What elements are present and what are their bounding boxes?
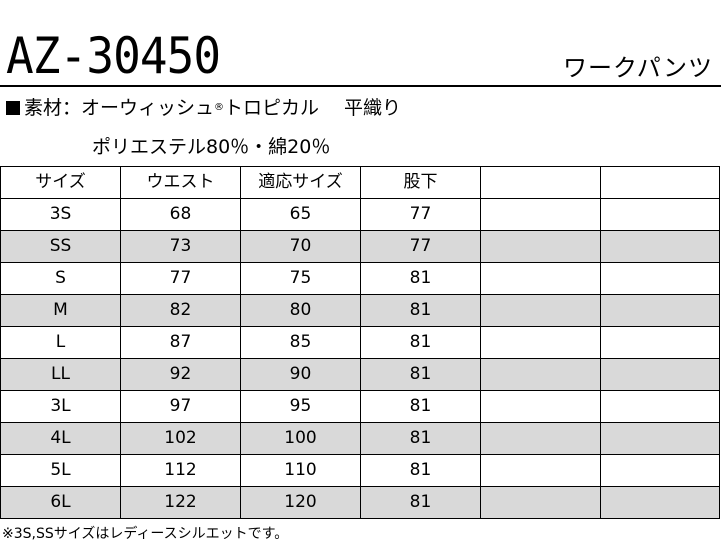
empty-cell (480, 230, 601, 263)
header-size: サイズ (0, 166, 121, 199)
inseam-cell: 81 (360, 326, 481, 359)
header-empty (600, 166, 720, 199)
fit-size-cell: 75 (240, 262, 361, 295)
inseam-cell: 81 (360, 358, 481, 391)
table-row: L 87 85 81 (0, 326, 720, 359)
empty-cell (600, 454, 720, 487)
inseam-cell: 81 (360, 390, 481, 423)
empty-cell (480, 326, 601, 359)
size-table: サイズ ウエスト 適応サイズ 股下 3S 68 65 77 SS 73 70 77 S 77 75 8… (0, 166, 720, 519)
fit-size-cell: 90 (240, 358, 361, 391)
waist-cell: 73 (120, 230, 241, 263)
empty-cell (600, 358, 720, 391)
waist-cell: 102 (120, 422, 241, 455)
size-cell: LL (0, 358, 121, 391)
material-label: 素材：オーウィッシュ (24, 97, 215, 119)
size-cell: S (0, 262, 121, 295)
empty-cell (480, 454, 601, 487)
fit-size-cell: 70 (240, 230, 361, 263)
empty-cell (480, 358, 601, 391)
table-row: 6L 122 120 81 (0, 486, 720, 519)
empty-cell (600, 262, 720, 295)
bullet-square-icon (6, 101, 20, 115)
empty-cell (480, 486, 601, 519)
inseam-cell: 81 (360, 262, 481, 295)
inseam-cell: 81 (360, 486, 481, 519)
inseam-cell: 77 (360, 230, 481, 263)
waist-cell: 122 (120, 486, 241, 519)
waist-cell: 97 (120, 390, 241, 423)
empty-cell (600, 390, 720, 423)
empty-cell (480, 198, 601, 231)
table-row: M 82 80 81 (0, 294, 720, 327)
header-fit-size: 適応サイズ (240, 166, 361, 199)
inseam-cell: 81 (360, 422, 481, 455)
fit-size-cell: 80 (240, 294, 361, 327)
empty-cell (600, 486, 720, 519)
size-cell: 4L (0, 422, 121, 455)
empty-cell (600, 230, 720, 263)
size-cell: 3L (0, 390, 121, 423)
inseam-cell: 81 (360, 294, 481, 327)
header-divider (0, 85, 721, 87)
material-line: 素材：オーウィッシュ®トロピカル 平織り (6, 96, 401, 120)
empty-cell (480, 390, 601, 423)
table-row: 3L 97 95 81 (0, 390, 720, 423)
empty-cell (480, 294, 601, 327)
size-cell: M (0, 294, 121, 327)
table-row: LL 92 90 81 (0, 358, 720, 391)
header-inseam: 股下 (360, 166, 481, 199)
size-cell: 6L (0, 486, 121, 519)
inseam-cell: 81 (360, 454, 481, 487)
fit-size-cell: 100 (240, 422, 361, 455)
fit-size-cell: 95 (240, 390, 361, 423)
table-row: 4L 102 100 81 (0, 422, 720, 455)
waist-cell: 112 (120, 454, 241, 487)
waist-cell: 82 (120, 294, 241, 327)
material-fabric: トロピカル 平織り (224, 97, 402, 119)
waist-cell: 92 (120, 358, 241, 391)
table-row: S 77 75 81 (0, 262, 720, 295)
empty-cell (480, 262, 601, 295)
material-composition: ポリエステル80％・綿20％ (92, 136, 331, 158)
footnote: ※3S,SSサイズはレディースシルエットです。 (2, 526, 289, 542)
table-header-row: サイズ ウエスト 適応サイズ 股下 (0, 166, 720, 199)
fit-size-cell: 110 (240, 454, 361, 487)
header-waist: ウエスト (120, 166, 241, 199)
empty-cell (600, 422, 720, 455)
fit-size-cell: 65 (240, 198, 361, 231)
product-category: ワークパンツ (563, 54, 713, 82)
registered-mark: ® (214, 102, 225, 113)
waist-cell: 77 (120, 262, 241, 295)
size-cell: 3S (0, 198, 121, 231)
fit-size-cell: 120 (240, 486, 361, 519)
waist-cell: 68 (120, 198, 241, 231)
inseam-cell: 77 (360, 198, 481, 231)
fit-size-cell: 85 (240, 326, 361, 359)
empty-cell (600, 326, 720, 359)
size-cell: 5L (0, 454, 121, 487)
waist-cell: 87 (120, 326, 241, 359)
table-row: SS 73 70 77 (0, 230, 720, 263)
table-row: 5L 112 110 81 (0, 454, 720, 487)
table-row: 3S 68 65 77 (0, 198, 720, 231)
product-code: AZ-30450 (6, 27, 221, 85)
empty-cell (600, 294, 720, 327)
size-cell: L (0, 326, 121, 359)
empty-cell (480, 422, 601, 455)
header-empty (480, 166, 601, 199)
empty-cell (600, 198, 720, 231)
size-cell: SS (0, 230, 121, 263)
